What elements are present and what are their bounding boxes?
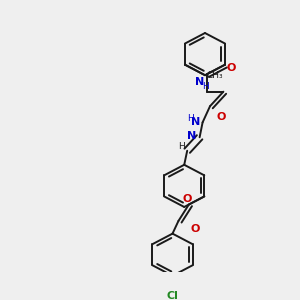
Text: O: O (191, 224, 200, 234)
Text: O: O (183, 194, 192, 204)
Text: N: N (187, 131, 196, 141)
Text: N: N (195, 76, 204, 86)
Text: H: H (202, 82, 209, 91)
Text: Cl: Cl (167, 292, 178, 300)
Text: N: N (190, 117, 200, 127)
Text: H: H (178, 142, 185, 151)
Text: O: O (226, 63, 236, 73)
Text: O: O (216, 112, 226, 122)
Text: CH₃: CH₃ (206, 71, 223, 80)
Text: H: H (187, 114, 194, 123)
